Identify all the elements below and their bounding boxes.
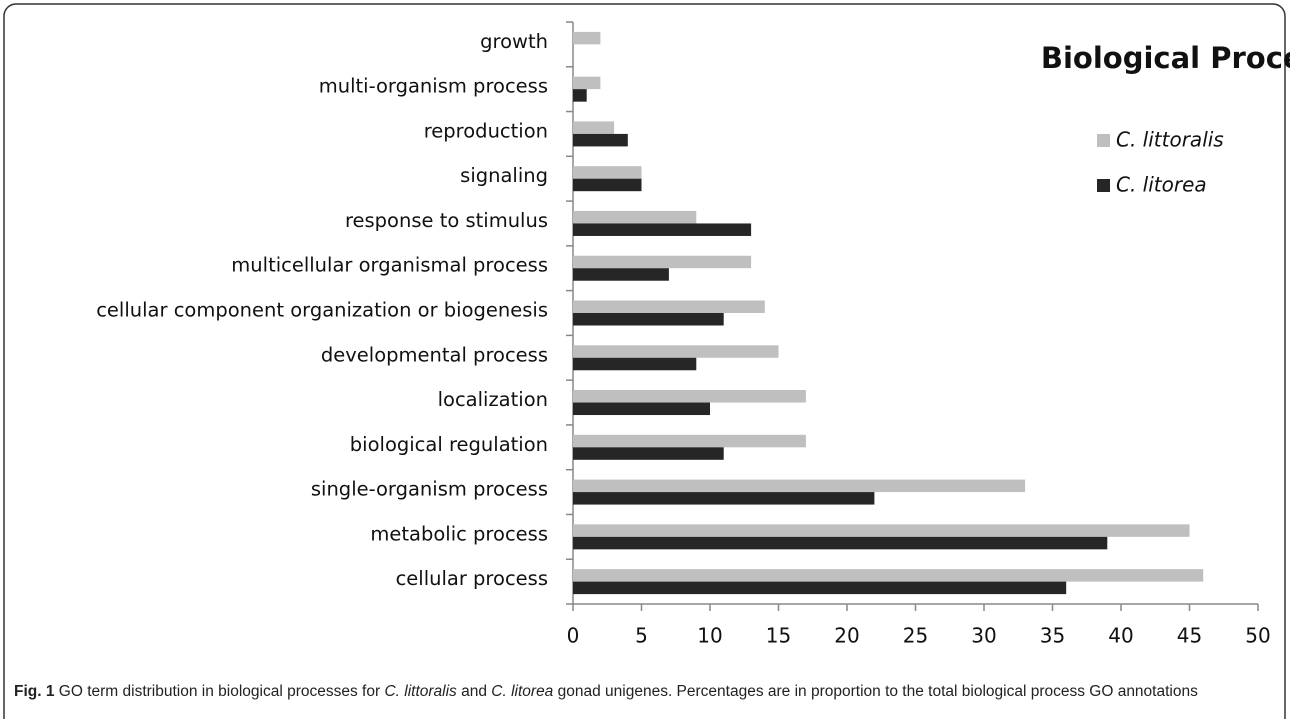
bar bbox=[573, 178, 642, 192]
y-tick-label: localization bbox=[438, 388, 548, 411]
bar bbox=[573, 31, 601, 45]
y-tick-label: reproduction bbox=[424, 119, 548, 142]
x-tick-label: 35 bbox=[1040, 624, 1065, 648]
y-tick-label: metabolic process bbox=[370, 522, 548, 545]
y-tick-label: biological regulation bbox=[350, 433, 548, 456]
x-tick-label: 15 bbox=[766, 624, 791, 648]
caption-species: C. littoralis bbox=[384, 683, 457, 700]
bar bbox=[573, 524, 1190, 537]
legend-swatch bbox=[1097, 134, 1110, 147]
legend-label: C. littoralis bbox=[1116, 128, 1224, 152]
y-tick-label: cellular process bbox=[396, 567, 548, 590]
bar bbox=[573, 402, 710, 416]
y-tick-label: multicellular organismal process bbox=[231, 254, 548, 277]
bar bbox=[573, 313, 724, 326]
bar bbox=[573, 447, 724, 460]
bar bbox=[573, 166, 642, 179]
bar bbox=[573, 479, 1026, 493]
bar bbox=[573, 345, 779, 358]
bar bbox=[573, 223, 752, 236]
y-tick-label: single-organism process bbox=[311, 478, 548, 501]
bar bbox=[573, 300, 765, 313]
legend-label: C. litorea bbox=[1116, 173, 1207, 197]
x-tick-label: 30 bbox=[971, 624, 996, 648]
caption-text: GO term distribution in biological proce… bbox=[58, 683, 385, 700]
x-tick-label: 25 bbox=[903, 624, 928, 648]
y-tick-label: developmental process bbox=[321, 343, 548, 366]
x-tick-label: 40 bbox=[1108, 624, 1133, 648]
bar bbox=[573, 121, 615, 134]
bar bbox=[573, 255, 752, 269]
bar bbox=[573, 133, 628, 147]
x-tick-label: 5 bbox=[635, 624, 648, 648]
caption: Fig. 1 GO term distribution in biologica… bbox=[14, 682, 1264, 701]
y-tick-label: multi-organism process bbox=[319, 75, 548, 98]
bar bbox=[573, 581, 1067, 595]
y-tick-label: cellular component organization or bioge… bbox=[96, 299, 548, 322]
y-tick-label: signaling bbox=[460, 164, 548, 187]
bar bbox=[573, 76, 601, 90]
y-tick-label: response to stimulus bbox=[345, 209, 548, 232]
x-tick-label: 50 bbox=[1245, 624, 1270, 648]
y-tick-label: growth bbox=[480, 30, 548, 53]
chart-title: Biological Process bbox=[1041, 41, 1290, 75]
caption-label: Fig. 1 bbox=[14, 683, 55, 700]
x-tick-label: 10 bbox=[697, 624, 722, 648]
bar bbox=[573, 390, 806, 403]
caption-text: and bbox=[456, 683, 492, 700]
bar bbox=[573, 434, 806, 448]
x-tick-label: 0 bbox=[567, 624, 580, 648]
bar bbox=[573, 89, 587, 102]
bar bbox=[573, 268, 669, 281]
frame bbox=[3, 3, 1286, 719]
bar bbox=[573, 569, 1204, 582]
x-tick-label: 45 bbox=[1177, 624, 1202, 648]
caption-text: gonad unigenes. Percentages are in propo… bbox=[553, 683, 1198, 700]
bar bbox=[573, 536, 1108, 550]
bar bbox=[573, 492, 875, 505]
bar bbox=[573, 357, 697, 371]
bar bbox=[573, 210, 697, 224]
legend-swatch bbox=[1097, 179, 1110, 192]
caption-species: C. litorea bbox=[491, 683, 554, 700]
x-tick-label: 20 bbox=[834, 624, 859, 648]
